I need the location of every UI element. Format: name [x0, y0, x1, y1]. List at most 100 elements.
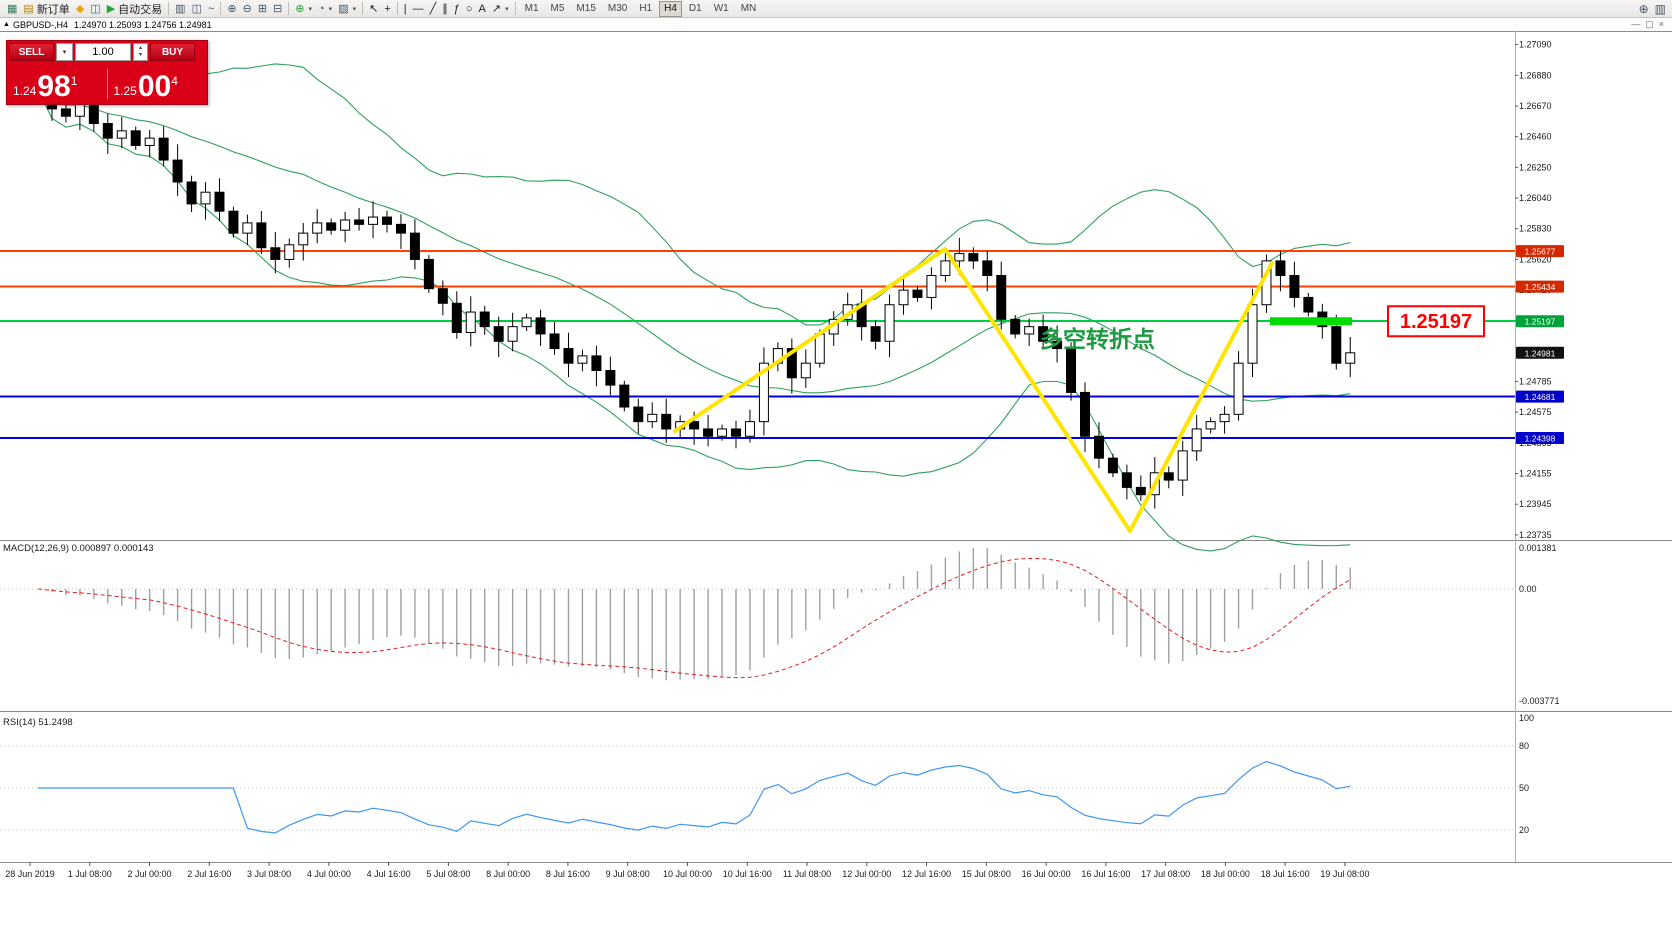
- price-callout-box[interactable]: [1387, 305, 1485, 338]
- data-window-icon[interactable]: ▥: [1654, 1, 1666, 16]
- time-axis-label: 9 Jul 08:00: [606, 869, 650, 879]
- bullish-candle: [340, 219, 351, 231]
- tile-windows-icon[interactable]: ⊞: [255, 1, 270, 17]
- timeframe-button-m30[interactable]: M30: [607, 2, 628, 14]
- chart-title-bar: ▲ GBPUSD-,H4 1.24970 1.25093 1.24756 1.2…: [0, 18, 1672, 31]
- volume-input[interactable]: [75, 43, 131, 61]
- chart-canvas[interactable]: 多空转折点 1.25197 1.27090 1.26880 1.26670 1.26460…: [0, 31, 1672, 944]
- bollinger-upper-band[interactable]: [37, 63, 1351, 326]
- buy-button[interactable]: BUY: [150, 43, 195, 61]
- bar-chart-icon[interactable]: ▥: [172, 1, 188, 17]
- macd-axis-label: 0.001381: [1519, 543, 1557, 553]
- stepper-up-icon[interactable]: ▴: [138, 45, 142, 51]
- sell-price[interactable]: 1.24 98 1: [13, 70, 78, 103]
- trendline-icon[interactable]: ╱: [427, 1, 440, 17]
- price-axis-label: 1.24785: [1519, 376, 1552, 386]
- bearish-candle: [1093, 435, 1104, 459]
- volume-stepper[interactable]: ▴ ▾: [133, 43, 148, 61]
- bearish-candle: [703, 428, 714, 437]
- line-chart-icon[interactable]: ~: [205, 1, 217, 17]
- vertical-line-icon[interactable]: |: [401, 1, 410, 17]
- autotrade-button[interactable]: ▶ 自动交易: [104, 1, 165, 17]
- tile-windows-icon: ⊞: [257, 2, 268, 15]
- price-axis-badge-label: 1.25197: [1525, 317, 1556, 327]
- time-axis-label: 3 Jul 08:00: [247, 869, 291, 879]
- close-icon[interactable]: ×: [1658, 19, 1664, 29]
- candle-chart-icon[interactable]: ◫: [189, 1, 205, 17]
- zoom-out-icon[interactable]: ⊖: [240, 1, 255, 17]
- rsi-axis-label: 80: [1519, 741, 1529, 751]
- minimize-icon[interactable]: —: [1631, 19, 1641, 29]
- price-axis-label: 1.25830: [1519, 224, 1552, 234]
- buy-price[interactable]: 1.25 00 4: [113, 70, 178, 103]
- templates-icon[interactable]: ▨ ▾: [335, 1, 359, 17]
- toolbar-separator: [220, 2, 222, 15]
- text-icon[interactable]: A: [476, 1, 489, 17]
- collapse-triangle-icon[interactable]: ▲: [3, 21, 10, 28]
- channel-icon[interactable]: ∥: [439, 1, 451, 17]
- order-type-dropdown[interactable]: ▾: [56, 43, 73, 61]
- zoom-in-icon: ⊕: [227, 2, 237, 15]
- cursor-icon: ↖: [369, 2, 379, 15]
- new-order-button[interactable]: ▤ 新订单: [20, 1, 72, 17]
- bearish-candle: [689, 421, 700, 430]
- bearish-candle: [619, 384, 630, 408]
- app-icon[interactable]: ▦: [4, 1, 20, 17]
- periods-icon[interactable]: ◔ ▾: [315, 1, 335, 17]
- horizontal-line-icon[interactable]: —: [410, 1, 427, 17]
- bearish-candle: [591, 355, 602, 371]
- zoom-in-icon[interactable]: ⊕: [224, 1, 239, 17]
- crosshair-icon[interactable]: +: [381, 1, 393, 17]
- bearish-candle: [1080, 391, 1090, 437]
- favorites-icon[interactable]: ◆: [73, 1, 87, 17]
- stepper-down-icon[interactable]: ▾: [138, 52, 142, 58]
- timeframe-button-d1[interactable]: D1: [688, 2, 702, 14]
- shapes-icon[interactable]: ○: [463, 1, 476, 17]
- timeframe-button-m15[interactable]: M15: [576, 2, 596, 14]
- cascade-windows-icon[interactable]: ⊟: [270, 1, 285, 17]
- macd-axis-label: -0.003771: [1519, 696, 1560, 706]
- green-level-segment[interactable]: [1270, 317, 1352, 326]
- fibonacci-icon[interactable]: ƒ: [451, 1, 463, 17]
- macd-title: MACD(12,26,9) 0.000897 0.000143: [3, 543, 154, 554]
- bullish-candle: [74, 104, 85, 117]
- turning-point-annotation[interactable]: 多空转折点: [1040, 326, 1155, 352]
- price-axis-label: 1.26460: [1519, 132, 1552, 142]
- bollinger-middle-band[interactable]: [37, 89, 1351, 402]
- sell-button[interactable]: SELL: [9, 43, 54, 61]
- time-axis-label: 8 Jul 00:00: [486, 869, 530, 879]
- price-axis-badge: [1516, 245, 1564, 258]
- bullish-candle: [717, 428, 728, 437]
- timeframe-button-m1[interactable]: M1: [524, 2, 539, 14]
- bullish-candle: [647, 413, 658, 423]
- bullish-candle: [1219, 413, 1230, 423]
- price-axis-badge: [1516, 280, 1564, 293]
- bearish-candle: [172, 159, 183, 183]
- price-divider: [106, 69, 108, 99]
- yellow-trendline[interactable]: [673, 247, 1274, 533]
- restore-icon[interactable]: ▢: [1645, 19, 1654, 29]
- bearish-candle: [256, 222, 267, 249]
- autotrade-button: ▶: [106, 2, 116, 15]
- bearish-candle: [1010, 318, 1021, 335]
- chart-window-icon[interactable]: ◫: [87, 1, 103, 17]
- zoom-window-icon[interactable]: ⊕: [1638, 1, 1649, 16]
- timeframe-button-mn[interactable]: MN: [740, 2, 757, 14]
- timeframe-button-m5[interactable]: M5: [550, 2, 565, 14]
- timeframe-button-w1[interactable]: W1: [713, 2, 729, 14]
- bullish-candle: [1345, 352, 1356, 364]
- timeframe-button-h1[interactable]: H1: [639, 2, 653, 14]
- bearish-candle: [1135, 486, 1146, 496]
- channel-icon: ∥: [442, 2, 448, 15]
- cursor-icon[interactable]: ↖: [366, 1, 381, 17]
- arrows-icon[interactable]: ↗ ▾: [489, 1, 512, 17]
- bearish-candle: [326, 222, 337, 231]
- rsi-line: [38, 760, 1351, 834]
- time-axis-label: 12 Jul 00:00: [842, 869, 891, 879]
- bollinger-lower-band[interactable]: [37, 89, 1351, 552]
- bullish-candle: [758, 362, 769, 423]
- indicators-icon[interactable]: ⊕ ▾: [292, 1, 315, 17]
- bar-chart-icon: ▥: [175, 2, 186, 15]
- timeframe-button-h4[interactable]: H4: [659, 0, 682, 17]
- bearish-candle: [382, 216, 392, 225]
